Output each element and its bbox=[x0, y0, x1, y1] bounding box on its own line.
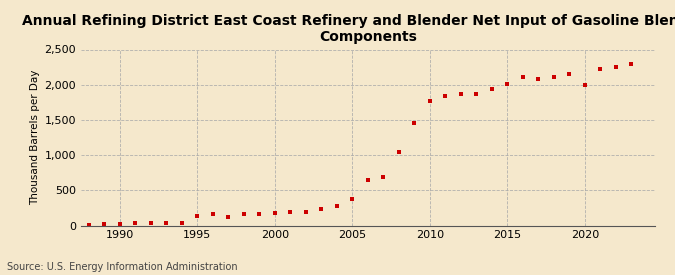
Y-axis label: Thousand Barrels per Day: Thousand Barrels per Day bbox=[30, 70, 40, 205]
Title: Annual Refining District East Coast Refinery and Blender Net Input of Gasoline B: Annual Refining District East Coast Refi… bbox=[22, 14, 675, 44]
Text: Source: U.S. Energy Information Administration: Source: U.S. Energy Information Administ… bbox=[7, 262, 238, 272]
